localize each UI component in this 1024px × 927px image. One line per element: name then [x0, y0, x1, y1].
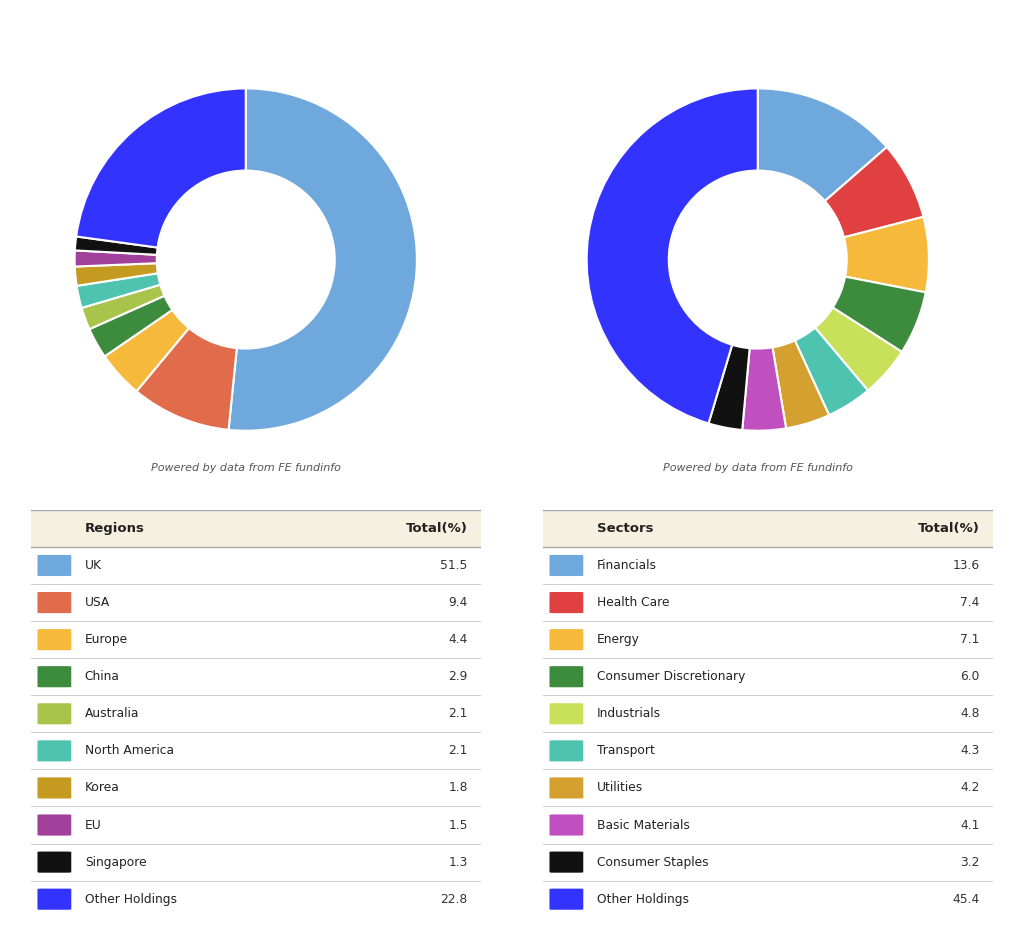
Text: Basic Materials: Basic Materials [597, 819, 689, 832]
Text: Total(%): Total(%) [918, 522, 980, 535]
Wedge shape [104, 310, 189, 391]
FancyBboxPatch shape [38, 704, 72, 724]
Text: Singapore: Singapore [85, 856, 146, 869]
Text: 45.4: 45.4 [952, 893, 980, 906]
FancyBboxPatch shape [550, 629, 584, 650]
FancyBboxPatch shape [550, 852, 584, 872]
FancyBboxPatch shape [550, 741, 584, 761]
Wedge shape [75, 263, 158, 286]
Text: Energy: Energy [597, 633, 640, 646]
Wedge shape [833, 276, 926, 352]
Wedge shape [228, 88, 417, 431]
Wedge shape [82, 285, 165, 329]
Text: 1.3: 1.3 [449, 856, 468, 869]
FancyBboxPatch shape [550, 778, 584, 798]
Text: 9.4: 9.4 [449, 596, 468, 609]
Text: Other Holdings: Other Holdings [597, 893, 689, 906]
Wedge shape [136, 328, 237, 430]
Text: 4.4: 4.4 [449, 633, 468, 646]
Wedge shape [825, 147, 924, 237]
Text: 1.8: 1.8 [449, 781, 468, 794]
Text: 7.1: 7.1 [961, 633, 980, 646]
Text: Transport: Transport [597, 744, 654, 757]
FancyBboxPatch shape [38, 889, 72, 909]
Wedge shape [77, 273, 161, 308]
Bar [31, 510, 481, 547]
Wedge shape [844, 217, 929, 292]
Text: 7.4: 7.4 [961, 596, 980, 609]
Text: Powered by data from FE fundinfo: Powered by data from FE fundinfo [663, 464, 853, 473]
Text: 22.8: 22.8 [440, 893, 468, 906]
Text: Regions: Regions [85, 522, 144, 535]
FancyBboxPatch shape [550, 667, 584, 687]
Text: Sectors: Sectors [597, 522, 653, 535]
FancyBboxPatch shape [550, 704, 584, 724]
Wedge shape [76, 88, 246, 248]
Text: 6.0: 6.0 [961, 670, 980, 683]
Text: 3.2: 3.2 [961, 856, 980, 869]
FancyBboxPatch shape [550, 815, 584, 835]
Text: Financials: Financials [597, 559, 656, 572]
Text: 4.1: 4.1 [961, 819, 980, 832]
Text: 4.3: 4.3 [961, 744, 980, 757]
Text: Powered by data from FE fundinfo: Powered by data from FE fundinfo [151, 464, 341, 473]
Text: China: China [85, 670, 120, 683]
Text: 1.5: 1.5 [449, 819, 468, 832]
Wedge shape [587, 88, 758, 424]
Text: North America: North America [85, 744, 174, 757]
Wedge shape [75, 236, 158, 255]
FancyBboxPatch shape [38, 629, 72, 650]
Text: Europe: Europe [85, 633, 128, 646]
Text: 13.6: 13.6 [952, 559, 980, 572]
Text: 2.1: 2.1 [449, 707, 468, 720]
Text: Consumer Discretionary: Consumer Discretionary [597, 670, 745, 683]
Text: Total(%): Total(%) [406, 522, 468, 535]
Text: Australia: Australia [85, 707, 139, 720]
Text: EU: EU [85, 819, 101, 832]
Text: Other Holdings: Other Holdings [85, 893, 177, 906]
Text: Health Care: Health Care [597, 596, 670, 609]
FancyBboxPatch shape [38, 555, 72, 576]
FancyBboxPatch shape [550, 592, 584, 613]
Text: Consumer Staples: Consumer Staples [597, 856, 709, 869]
FancyBboxPatch shape [38, 667, 72, 687]
Text: 4.8: 4.8 [961, 707, 980, 720]
Wedge shape [795, 327, 868, 415]
FancyBboxPatch shape [38, 741, 72, 761]
Wedge shape [815, 308, 902, 390]
Text: 2.1: 2.1 [449, 744, 468, 757]
Text: Industrials: Industrials [597, 707, 660, 720]
FancyBboxPatch shape [550, 889, 584, 909]
Wedge shape [772, 340, 829, 428]
Wedge shape [89, 296, 172, 356]
Text: 51.5: 51.5 [440, 559, 468, 572]
Text: Utilities: Utilities [597, 781, 643, 794]
Text: Korea: Korea [85, 781, 120, 794]
Wedge shape [758, 88, 887, 201]
Wedge shape [75, 250, 157, 267]
FancyBboxPatch shape [550, 555, 584, 576]
Text: UK: UK [85, 559, 101, 572]
Text: 2.9: 2.9 [449, 670, 468, 683]
Bar [543, 510, 993, 547]
Text: 4.2: 4.2 [961, 781, 980, 794]
FancyBboxPatch shape [38, 778, 72, 798]
Wedge shape [742, 348, 786, 431]
FancyBboxPatch shape [38, 592, 72, 613]
FancyBboxPatch shape [38, 815, 72, 835]
Wedge shape [709, 345, 750, 430]
FancyBboxPatch shape [38, 852, 72, 872]
Text: USA: USA [85, 596, 110, 609]
